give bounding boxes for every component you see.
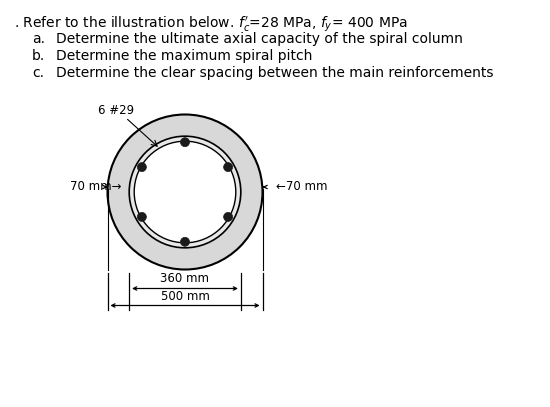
Circle shape: [138, 212, 146, 221]
Circle shape: [180, 237, 190, 246]
Circle shape: [129, 136, 241, 248]
Circle shape: [224, 212, 233, 221]
Text: a.: a.: [32, 32, 45, 46]
Circle shape: [134, 141, 236, 243]
Text: ←70 mm: ←70 mm: [276, 180, 327, 193]
Circle shape: [180, 138, 190, 147]
Text: 70 mm→: 70 mm→: [69, 180, 121, 193]
Circle shape: [138, 163, 146, 172]
Circle shape: [107, 114, 262, 269]
Text: . Refer to the illustration below. $f_c^{\prime}$=28 MPa, $f_y$= 400 MPa: . Refer to the illustration below. $f_c^…: [14, 14, 408, 33]
Text: 500 mm: 500 mm: [161, 289, 210, 302]
Text: 6 #29: 6 #29: [97, 105, 134, 118]
Text: c.: c.: [32, 66, 44, 80]
Text: Determine the maximum spiral pitch: Determine the maximum spiral pitch: [56, 49, 312, 63]
Text: Determine the clear spacing between the main reinforcements: Determine the clear spacing between the …: [56, 66, 493, 80]
Circle shape: [224, 163, 233, 172]
Text: 360 mm: 360 mm: [161, 273, 210, 285]
Text: b.: b.: [32, 49, 45, 63]
Text: Determine the ultimate axial capacity of the spiral column: Determine the ultimate axial capacity of…: [56, 32, 463, 46]
